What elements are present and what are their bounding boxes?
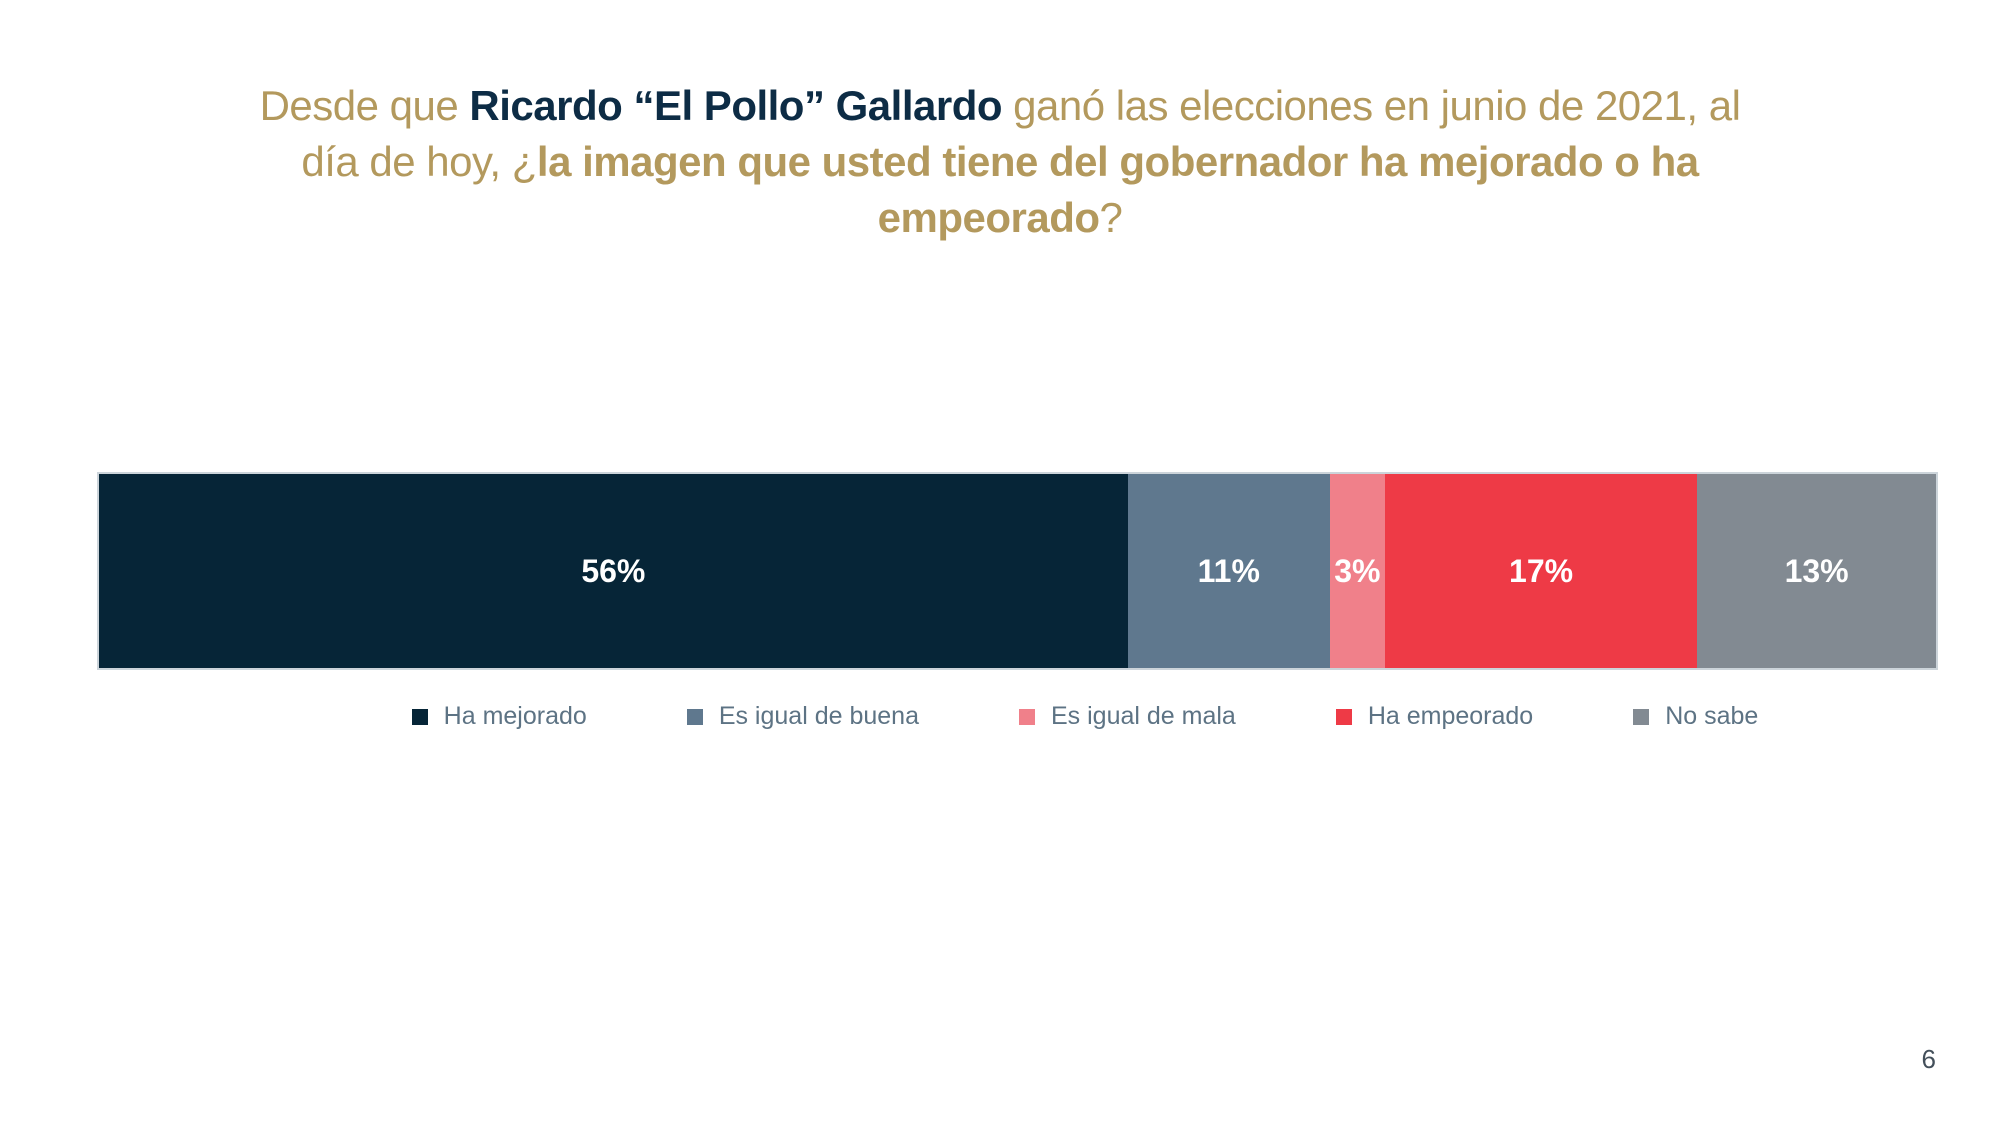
chart-legend: Ha mejorado Es igual de buena Es igual de …: [170, 702, 2000, 731]
legend-label: Es igual de mala: [1050, 702, 1236, 730]
legend-item-ha-empeorado: Ha empeorado: [1335, 702, 1534, 731]
legend-item-es-igual-de-buena: Es igual de buena: [686, 702, 919, 731]
legend-swatch-icon: [1018, 708, 1035, 725]
bar-segment-value-label: 17%: [1509, 552, 1574, 589]
bar-segment-ha-mejorado: 56%: [99, 474, 1128, 668]
title-question-emphasis: la imagen que usted tiene del gobernador…: [536, 138, 1699, 186]
bar-segment-no-sabe: 13%: [1697, 474, 1936, 668]
legend-swatch-icon: [411, 708, 428, 725]
bar-segment-value-label: 13%: [1784, 552, 1849, 589]
page-title: Desde que Ricardo “El Pollo” Gallardo ga…: [150, 78, 1850, 246]
title-question-mark: ?: [1099, 194, 1123, 242]
bar-segment-es-igual-de-buena: 11%: [1127, 474, 1330, 668]
bar-segment-ha-empeorado: 17%: [1384, 474, 1698, 668]
title-segment: Desde que: [259, 82, 470, 130]
legend-label: No sabe: [1665, 702, 1759, 730]
page-number: 6: [1921, 1044, 1936, 1074]
legend-label: Ha empeorado: [1367, 702, 1534, 730]
legend-swatch-icon: [1633, 708, 1650, 725]
legend-item-no-sabe: No sabe: [1633, 702, 1758, 731]
legend-item-ha-mejorado: Ha mejorado: [411, 702, 587, 731]
bar-segment-value-label: 3%: [1334, 552, 1381, 589]
title-governor-name: Ricardo “El Pollo” Gallardo: [469, 82, 1003, 130]
legend-item-es-igual-de-mala: Es igual de mala: [1018, 702, 1236, 731]
title-segment: día de hoy, ¿: [301, 138, 537, 186]
legend-swatch-icon: [1335, 708, 1352, 725]
title-question-emphasis: empeorado: [877, 194, 1100, 242]
legend-label: Es igual de buena: [718, 702, 919, 730]
title-segment: ganó las elecciones en junio de 2021, al: [1002, 82, 1741, 130]
bar-segment-value-label: 11%: [1197, 552, 1260, 589]
bar-segment-value-label: 56%: [581, 552, 646, 589]
stacked-bar-chart: 56% 11% 3% 17% 13%: [97, 472, 1938, 670]
bar-segment-es-igual-de-mala: 3%: [1329, 474, 1385, 668]
legend-label: Ha mejorado: [443, 702, 587, 730]
legend-swatch-icon: [686, 708, 703, 725]
